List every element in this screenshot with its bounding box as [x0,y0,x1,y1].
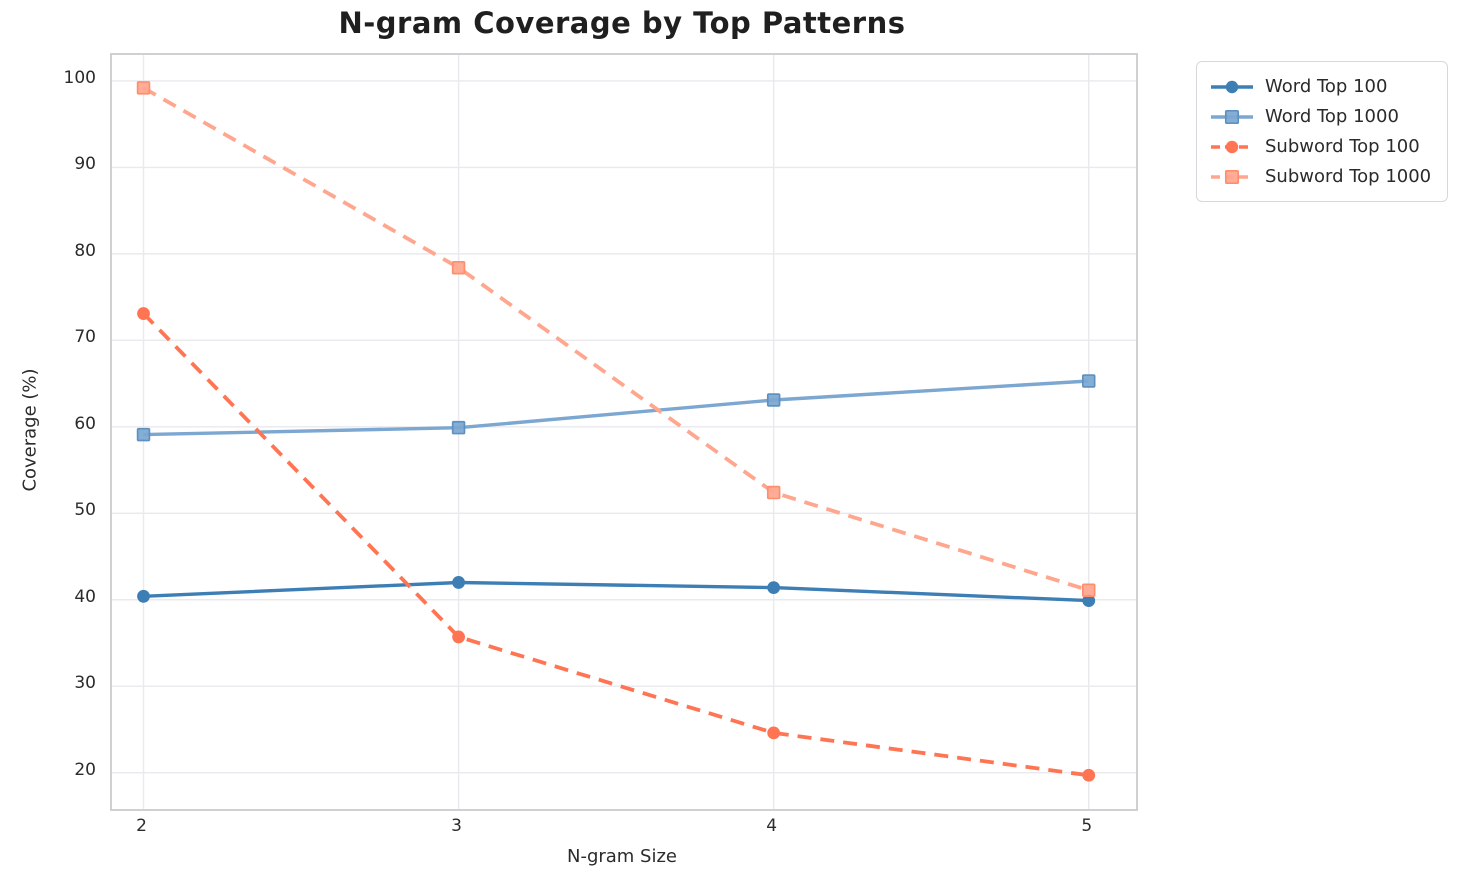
data-point [1081,374,1096,388]
x-tick-label: 4 [766,816,778,836]
x-axis-label: N-gram Size [566,846,678,867]
legend-item-subword-top-1000: Subword Top 1000 [1209,163,1431,190]
data-point [136,427,151,442]
legend-item-word-top-100: Word Top 100 [1209,73,1431,100]
data-point [451,420,466,435]
series-line [142,86,1090,593]
y-tick-label: 80 [74,240,96,261]
data-point [137,589,150,603]
y-tick-label: 90 [74,154,96,175]
legend-swatch [1211,169,1253,184]
data-point [766,485,781,500]
legend-item-word-top-1000: Word Top 1000 [1209,103,1431,130]
legend-marker-circle [1225,140,1239,153]
legend-swatch [1211,80,1253,93]
series-line [143,580,1089,603]
y-tick-label: 70 [74,327,96,348]
series-word-top-100 [137,576,1096,608]
y-tick-label: 20 [74,759,96,780]
legend-marker-square [1224,169,1240,184]
legend-marker-circle [1225,80,1239,93]
data-point [767,726,781,740]
legend-item-subword-top-100: Subword Top 100 [1209,133,1431,160]
series-subword-top-1000 [136,81,1096,597]
legend-label: Subword Top 100 [1265,136,1420,157]
legend-swatch [1211,109,1253,124]
data-point [136,81,151,95]
data-point [766,393,781,407]
series-line [143,379,1089,437]
series-subword-top-100 [137,307,1096,782]
legend-marker-square [1224,109,1240,124]
data-point [1082,768,1096,782]
data-point [1081,583,1096,597]
data-point [451,260,466,275]
data-point [767,581,781,595]
y-tick-label: 50 [74,500,96,521]
y-tick-label: 100 [63,67,96,88]
legend-swatch [1211,140,1253,153]
data-point [452,630,465,644]
plot-canvas [112,55,1136,809]
y-tick-label: 60 [74,413,96,434]
legend-label: Word Top 1000 [1265,106,1399,127]
x-tick-label: 2 [136,816,147,836]
y-tick-label: 40 [74,586,96,607]
plot-area [110,53,1138,811]
y-tick-label: 30 [74,673,96,694]
data-point [137,307,150,320]
chart-title: N-gram Coverage by Top Patterns [338,6,906,40]
x-tick-label: 3 [451,816,462,836]
data-point [452,576,465,589]
legend-label: Subword Top 1000 [1265,166,1432,187]
series-word-top-1000 [136,374,1096,442]
legend-label: Word Top 100 [1265,76,1388,97]
legend: Word Top 100 Word Top 1000 Subword Top 100… [1196,61,1449,202]
x-tick-label: 5 [1081,816,1093,836]
